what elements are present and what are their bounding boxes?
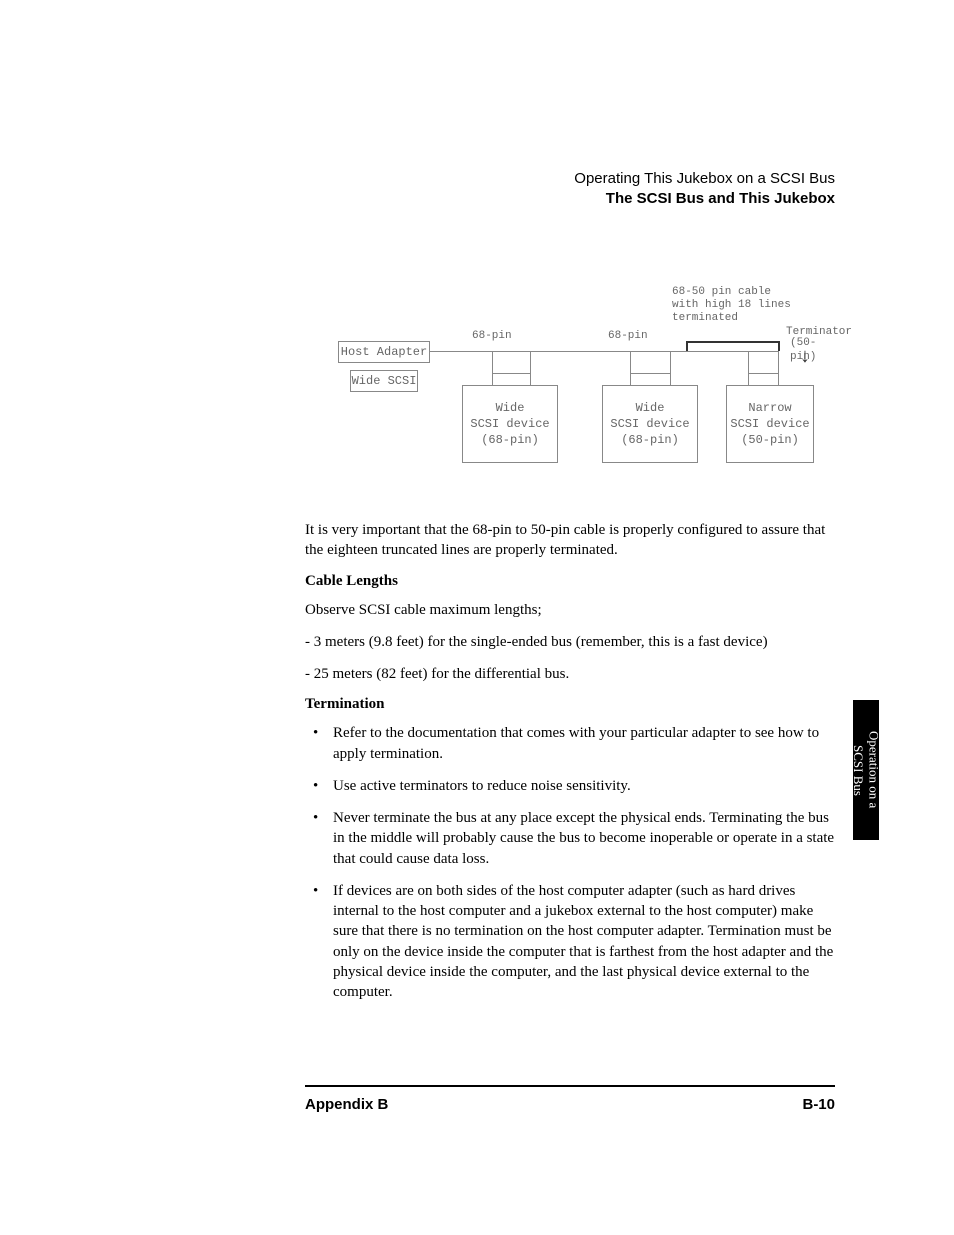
paragraph: - 3 meters (9.8 feet) for the single-end… [305,632,835,652]
diagram-node-dev2: WideSCSI device(68-pin) [602,385,698,463]
list-item: Never terminate the bus at any place exc… [305,808,835,869]
diagram-label: 68-pin [472,329,512,343]
footer-page-number: B-10 [802,1096,835,1113]
diagram-connector [630,373,631,385]
header-chapter: Operating This Jukebox on a SCSI Bus [305,170,835,187]
footer-appendix: Appendix B [305,1096,388,1113]
diagram-connector [630,351,631,373]
diagram-node-host: Host Adapter [338,341,430,363]
paragraph: Observe SCSI cable maximum lengths; [305,600,835,620]
diagram-connector [748,373,749,385]
header-section: The SCSI Bus and This Jukebox [305,190,835,207]
down-arrow-icon: ↓ [800,345,810,368]
diagram-label: 68-pin [608,329,648,343]
running-header: Operating This Jukebox on a SCSI Bus The… [305,170,835,207]
scsi-bus-diagram: Host Adapter Wide SCSI WideSCSI device(68-… [320,285,820,480]
footer-rule [305,1085,835,1087]
paragraph: It is very important that the 68-pin to … [305,520,835,561]
termination-list: Refer to the documentation that comes wi… [305,723,835,1002]
diagram-node-wide: Wide SCSI [350,370,418,392]
diagram-connector [530,351,531,373]
diagram-connector [530,373,531,385]
page-content: Operating This Jukebox on a SCSI Bus The… [305,170,835,1014]
diagram-connector [670,351,671,373]
subheading-termination: Termination [305,696,835,713]
diagram-connector [686,341,778,343]
diagram-connector [778,373,779,385]
diagram-connector [630,373,670,374]
diagram-label: terminated [672,311,738,325]
diagram-connector [670,373,671,385]
page-footer: Appendix B B-10 [305,1096,835,1113]
diagram-connector [748,373,778,374]
diagram-connector [686,341,688,351]
diagram-node-dev3: NarrowSCSI device(50-pin) [726,385,814,463]
diagram-connector [492,373,530,374]
diagram-connector [430,351,778,352]
list-item: Refer to the documentation that comes wi… [305,723,835,764]
paragraph: - 25 meters (82 feet) for the differenti… [305,664,835,684]
list-item: If devices are on both sides of the host… [305,881,835,1003]
thumb-tab-text: Operation on a SCSI Bus [850,731,881,808]
diagram-connector [778,341,780,351]
diagram-node-dev1: WideSCSI device(68-pin) [462,385,558,463]
subheading-cable-lengths: Cable Lengths [305,573,835,590]
thumb-tab: Operation on a SCSI Bus [853,700,879,840]
diagram-connector [778,351,779,373]
diagram-connector [748,351,749,373]
list-item: Use active terminators to reduce noise s… [305,776,835,796]
diagram-connector [492,351,493,373]
diagram-connector [492,373,493,385]
